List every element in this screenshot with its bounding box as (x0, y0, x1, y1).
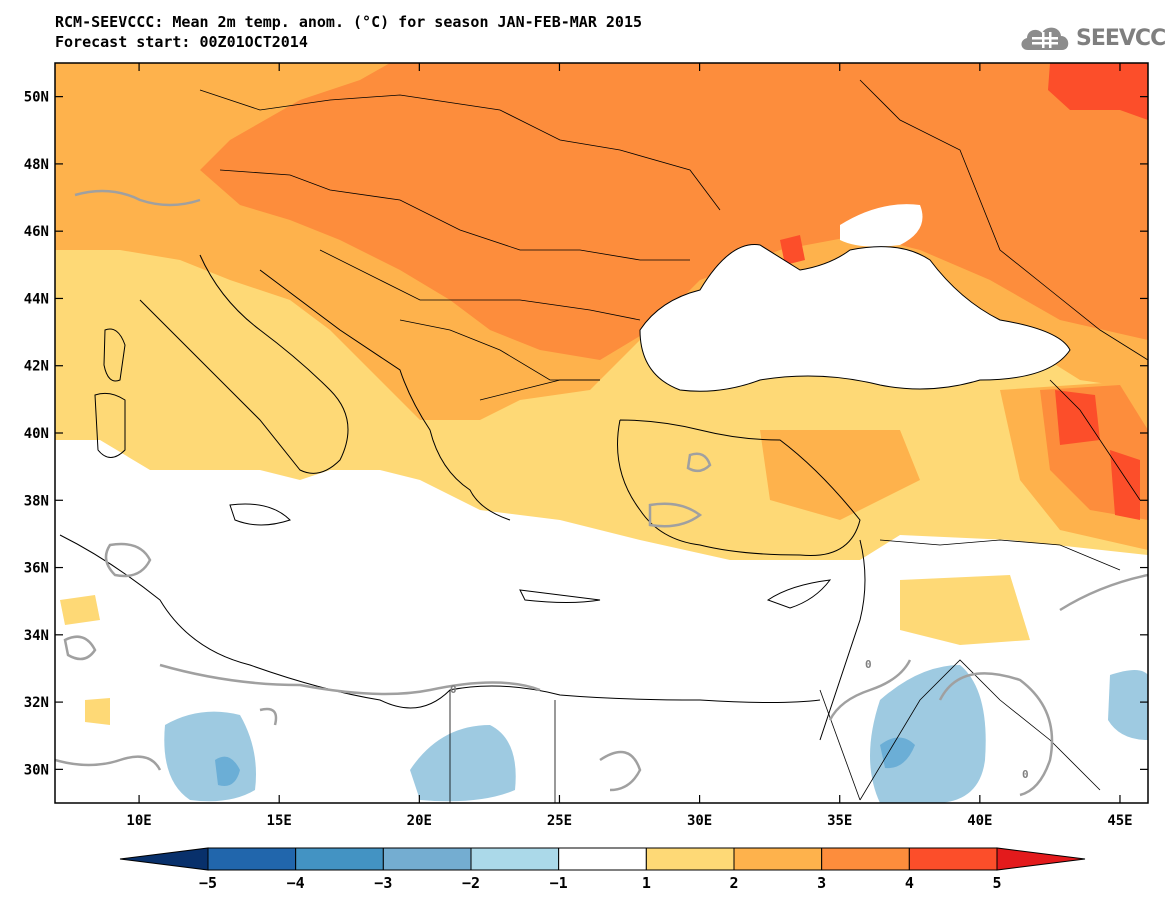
anomaly-band-1-2 (60, 595, 100, 625)
colorbar-box (470, 847, 560, 871)
anomaly-band-neg-3-2 (880, 737, 915, 769)
coastlines (59, 244, 1071, 741)
latitude-axis: 50N 48N 46N 44N 42N 40N 38N 36N 34N 32N 30N (24, 90, 1148, 778)
lon-tick-label: 30E (687, 813, 712, 829)
title-line-2: Forecast start: 00Z01OCT2014 (55, 33, 308, 51)
colorbar-tick-label: 5 (992, 874, 1001, 892)
colorbar-box (733, 847, 823, 871)
country-borders (199, 79, 1148, 803)
colorbar-tick-label: −3 (374, 874, 392, 892)
lon-tick-label: 25E (547, 813, 572, 829)
colorbar-box (908, 847, 998, 871)
colorbar-tick-label: 2 (729, 874, 738, 892)
colorbar-tick-label: 1 (642, 874, 651, 892)
colorbar-max-arrow (996, 847, 1086, 871)
lat-tick-label: 42N (24, 359, 49, 375)
lat-tick-label: 50N (24, 90, 49, 106)
lon-tick-label: 20E (407, 813, 432, 829)
title-line-1: RCM-SEEVCCC: Mean 2m temp. anom. (°C) fo… (55, 13, 642, 31)
colorbar-min-arrow (119, 847, 209, 871)
anomaly-band-neg-2-1 (1108, 670, 1148, 740)
anatolia-coast (617, 419, 861, 557)
sardinia (94, 392, 126, 458)
colorbar-tick-label: 3 (817, 874, 826, 892)
anomaly-band-4-5 (1110, 450, 1140, 520)
colorbar-box (558, 847, 647, 871)
black-sea (640, 244, 1070, 392)
contour-label-zero: 0 (450, 683, 457, 696)
lon-tick-label: 35E (827, 813, 852, 829)
lat-tick-label: 36N (24, 561, 49, 577)
contour-label-zero: 0 (1022, 768, 1029, 781)
lon-tick-label: 15E (267, 813, 292, 829)
crete (519, 589, 601, 603)
italy-coast (139, 254, 349, 474)
anomaly-band-neg-2-1 (410, 725, 516, 802)
longitude-axis: 10E 15E 20E 25E 30E 35E 40E 45E (126, 63, 1133, 829)
anomaly-band-2-3 (760, 430, 920, 520)
colorbar-box (207, 847, 297, 871)
sea-of-azov (840, 204, 923, 247)
cloud-icon (1021, 27, 1069, 50)
lon-tick-label: 10E (126, 813, 151, 829)
zero-contours (55, 189, 1148, 797)
colorbar-tick-label: −4 (287, 874, 305, 892)
lon-tick-label: 40E (967, 813, 992, 829)
africa-coast (59, 534, 821, 709)
anomaly-band-4-5 (1048, 63, 1148, 120)
colorbar-tick-label: −1 (550, 874, 568, 892)
seevccc-logo: SEEVCCC (1018, 22, 1165, 54)
colorbar-box (295, 847, 384, 871)
colorbar-box (821, 847, 910, 871)
lat-tick-label: 40N (24, 426, 49, 442)
lon-tick-label: 45E (1107, 813, 1132, 829)
anomaly-band-neg-2-1 (164, 711, 256, 802)
corsica (103, 328, 126, 382)
lat-tick-label: 30N (24, 762, 49, 778)
lat-tick-label: 46N (24, 224, 49, 240)
lat-tick-label: 34N (24, 628, 49, 644)
lat-tick-label: 32N (24, 695, 49, 711)
anomaly-band-neg-2-1 (870, 665, 986, 803)
colorbar-box (645, 847, 735, 871)
colorbar: −5 −4 −3 −2 −1 1 2 3 4 5 (119, 847, 1086, 892)
balkans-coast (259, 269, 511, 521)
levant-coast (819, 539, 866, 741)
colorbar-tick-label: −2 (462, 874, 480, 892)
anomaly-band-1-2 (85, 698, 110, 725)
lat-tick-label: 48N (24, 157, 49, 173)
lat-tick-label: 38N (24, 493, 49, 509)
colorbar-tick-label: 4 (905, 874, 914, 892)
colorbar-box (382, 847, 472, 871)
anomaly-band-4-5 (1055, 390, 1100, 445)
map-title: RCM-SEEVCCC: Mean 2m temp. anom. (°C) fo… (55, 12, 642, 52)
map-field: 0 0 0 (55, 63, 1148, 803)
lat-tick-label: 44N (24, 291, 49, 307)
contour-label-zero: 0 (865, 658, 872, 671)
colorbar-tick-label: −5 (199, 874, 217, 892)
anomaly-band-3-4 (200, 63, 1148, 360)
anomaly-band-1-2 (900, 575, 1030, 645)
black-sea-coast (639, 244, 1071, 392)
logo-text: SEEVCCC (1076, 25, 1165, 51)
anomaly-band-4-5 (780, 235, 805, 265)
cyprus (766, 579, 832, 609)
anomaly-band-neg-3-2 (215, 756, 240, 786)
sicily (229, 503, 291, 526)
contour-labels: 0 0 0 (450, 658, 1029, 781)
